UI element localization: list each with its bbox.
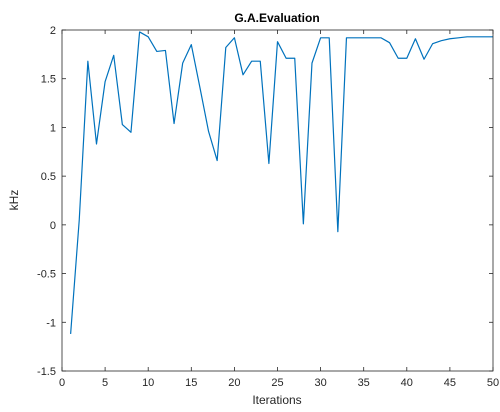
x-tick-label: 10 (142, 377, 154, 389)
plot-box (61, 29, 494, 372)
x-tick-label: 45 (444, 377, 456, 389)
x-tick-label: 20 (228, 377, 240, 389)
y-tick-label: -1 (46, 317, 56, 329)
x-axis-label: Iterations (252, 393, 301, 407)
x-tick-label: 35 (358, 377, 370, 389)
plot-area (62, 30, 493, 371)
x-tick-label: 25 (271, 377, 283, 389)
x-tick-label: 30 (314, 377, 326, 389)
y-tick-label: 1 (50, 122, 56, 134)
y-tick-label: 0 (50, 220, 56, 232)
y-tick-label: 1.5 (41, 74, 56, 86)
y-tick-label: -1.5 (37, 366, 56, 378)
x-tick-label: 40 (401, 377, 413, 389)
x-tick-label: 50 (487, 377, 499, 389)
y-tick-label: 0.5 (41, 171, 56, 183)
x-tick-label: 5 (102, 377, 108, 389)
y-axis-ticks: -1.5 -1 -0.5 0 0.5 1 1.5 2 (37, 25, 493, 378)
series-line (70, 31, 493, 335)
y-tick-label: 2 (50, 25, 56, 37)
y-axis-label: kHz (7, 190, 21, 211)
x-tick-label: 0 (59, 377, 65, 389)
x-tick-label: 15 (185, 377, 197, 389)
chart-title: G.A.Evaluation (234, 11, 319, 25)
x-axis-ticks: 0 5 10 15 20 25 30 35 40 45 50 (59, 30, 499, 389)
y-tick-label: -0.5 (37, 269, 56, 281)
series-layer (70, 31, 493, 335)
